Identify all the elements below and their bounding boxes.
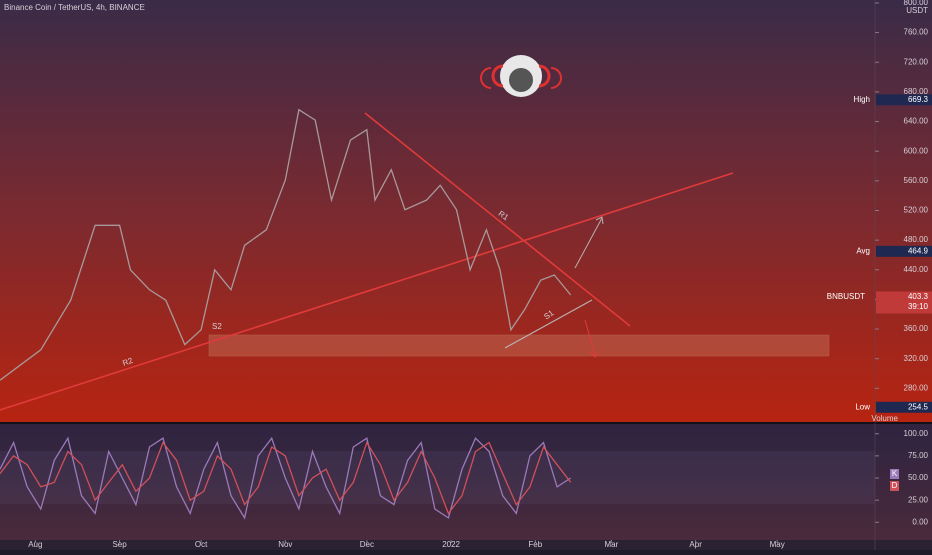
y-tick-label: 25.00 [908,495,929,504]
arrow-down [584,319,596,357]
x-tick-label: Dec [360,540,374,549]
x-tick-label: Mar [605,540,619,549]
y-tick-label: 720.00 [904,57,929,66]
main-pane [0,0,932,424]
y-tick-label: 520.00 [904,206,929,215]
price-tag-name: Avg [856,246,870,255]
arrow-up [574,217,603,269]
y-tick-label: 0.00 [912,517,928,526]
trendline-s1 [504,299,593,349]
annotation: R2 [121,356,134,368]
x-tick-label: 2022 [442,540,460,549]
y-tick-label: 600.00 [904,146,929,155]
x-tick-label: Sep [112,540,127,549]
trendline-r1 [364,112,631,327]
arrow-down-head [589,350,600,358]
price-tag-value: 464.9 [908,246,929,255]
price-tag [876,291,932,314]
series-line [0,441,572,515]
price-tag [876,401,932,413]
y-tick-label: 760.00 [904,28,929,37]
legend-swatch [890,481,899,491]
logo [480,55,562,97]
chart-title: Binance Coin / TetherUS, 4h, BINANCE [4,3,145,12]
y-tick-label: 320.00 [904,354,929,363]
arrow-up-head [595,216,604,225]
x-tick-label: Aug [28,540,42,549]
series-line [0,108,572,381]
x-tick-label: Oct [195,540,208,549]
price-tag-name: High [854,95,870,104]
x-tick-label: Nov [278,540,292,549]
time-axis [0,540,932,550]
y-tick-label: 440.00 [904,265,929,274]
y-tick-label: 480.00 [904,235,929,244]
price-tag [876,94,932,106]
price-tag-value: 403.3 [908,292,929,301]
legend-label: D [892,481,898,490]
price-tag-name: Low [855,402,870,411]
trendline-r2 [0,172,734,411]
x-tick-label: Feb [528,540,542,549]
y-axis-label: USDT [906,6,928,15]
x-tick-label: May [770,540,785,549]
y-tick-label: 50.00 [908,473,929,482]
y-tick-label: 280.00 [904,383,929,392]
legend-swatch [890,469,899,479]
series-line [0,436,572,520]
support-zone [208,334,830,357]
y-tick-label: 560.00 [904,176,929,185]
y-tick-label: 640.00 [904,117,929,126]
y-tick-label: 75.00 [908,451,929,460]
price-tag-name: BNBUSDT [827,292,865,301]
countdown: 39:10 [908,302,929,311]
y-tick-label: 800.00 [904,0,929,7]
legend-label: K [892,469,898,478]
volume-label: Volume [871,414,898,423]
price-tag [876,245,932,257]
price-tag-value: 669.3 [908,95,929,104]
price-tag-value: 254.5 [908,402,929,411]
x-tick-label: Apr [689,540,702,549]
y-tick-label: 100.00 [904,429,929,438]
annotation: S2 [212,322,222,331]
y-tick-label: 680.00 [904,87,929,96]
y-tick-label: 360.00 [904,324,929,333]
